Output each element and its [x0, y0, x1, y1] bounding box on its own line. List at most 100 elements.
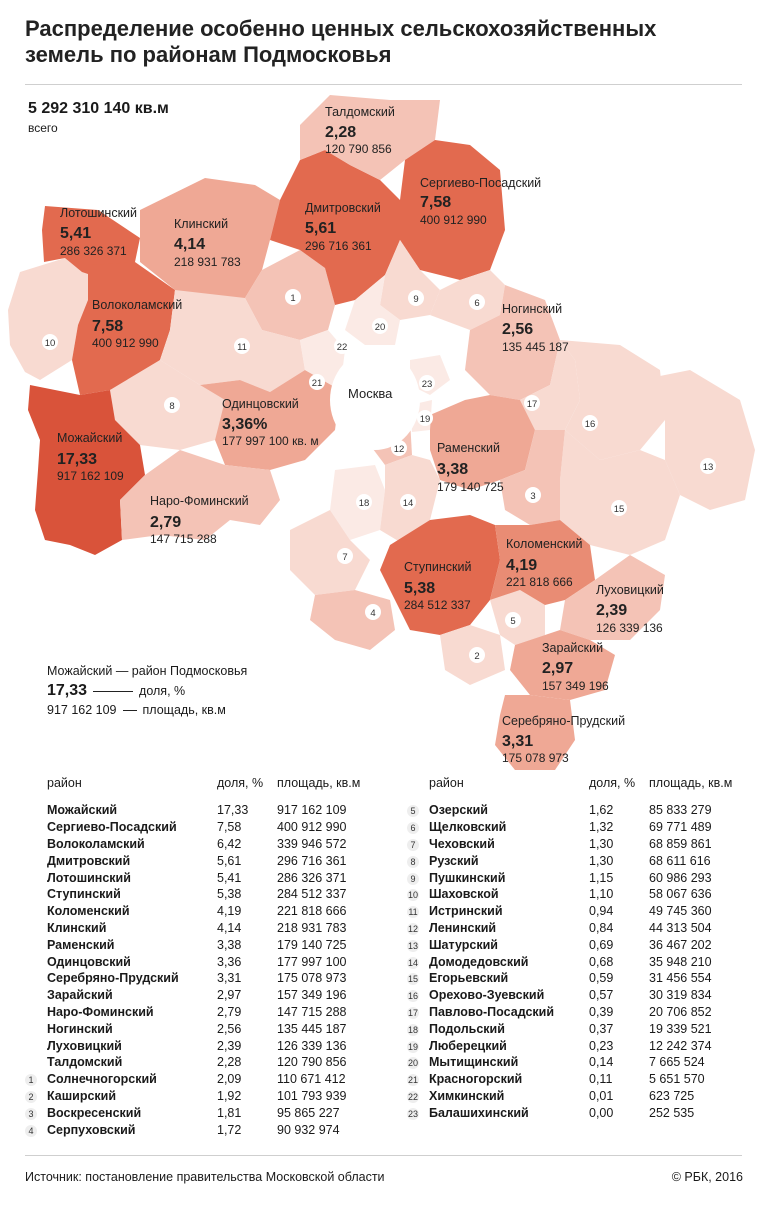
row-share: 0,57	[589, 988, 614, 1003]
table-row: Лотошинский 5,41 286 326 371	[25, 869, 387, 886]
district-stupinsky	[380, 515, 500, 635]
svg-text:12: 12	[394, 444, 405, 455]
table-row: 18 Подольский 0,37 19 339 521	[407, 1020, 759, 1037]
row-district-name: Озерский	[429, 803, 488, 818]
title-divider	[25, 84, 742, 85]
table-row: 5 Озерский 1,62 85 833 279	[407, 802, 759, 819]
row-share: 0,39	[589, 1004, 614, 1019]
row-index: 19	[407, 1037, 429, 1054]
table-row: 11 Истринский 0,94 49 745 360	[407, 903, 759, 920]
map-label-share: 17,33	[57, 451, 97, 468]
map-number-marker: 14	[400, 494, 416, 510]
map-label-name: Талдомский	[325, 105, 395, 119]
svg-text:17: 17	[527, 399, 538, 410]
map-label-share: 5,41	[60, 225, 91, 242]
map-number-markers: 1 2 3 4 5 6 7 8 9 10 11 12 13 14 15 16 1…	[42, 289, 716, 663]
map-label-area: 400 912 990	[92, 336, 159, 350]
table-row: 23 Балашихинский 0,00 252 535	[407, 1104, 759, 1121]
row-area: 101 793 939	[277, 1088, 347, 1103]
row-district-name: Можайский	[47, 803, 118, 818]
row-area: 95 865 227	[277, 1105, 340, 1120]
row-district-name: Химкинский	[429, 1088, 505, 1103]
row-index: 13	[407, 936, 429, 953]
map-number-marker: 5	[505, 612, 521, 628]
row-index: 14	[407, 953, 429, 970]
row-share: 0,14	[589, 1055, 614, 1070]
map-number-marker: 6	[469, 294, 485, 310]
total-label: всего	[28, 121, 58, 135]
table-left: район доля, % площадь, кв.м Можайский 17,…	[25, 776, 387, 1138]
map-label-name: Лотошинский	[60, 206, 137, 220]
row-share: 5,38	[217, 887, 242, 902]
row-index-badge: 20	[407, 1057, 419, 1070]
row-index: 5	[407, 802, 429, 819]
row-area: 49 745 360	[649, 904, 712, 919]
row-area: 296 716 361	[277, 853, 347, 868]
source-note: Источник: постановление правительства Мо…	[25, 1170, 385, 1184]
map-label-name: Раменский	[437, 441, 500, 455]
table-row: Раменский 3,38 179 140 725	[25, 936, 387, 953]
row-district-name: Наро-Фоминский	[47, 1004, 154, 1019]
map-number-marker: 11	[234, 338, 250, 354]
row-area: 36 467 202	[649, 937, 712, 952]
row-share: 0,01	[589, 1088, 614, 1103]
row-index	[25, 1020, 47, 1037]
row-index-badge: 14	[407, 956, 419, 969]
row-index: 12	[407, 920, 429, 937]
copyright: © РБК, 2016	[671, 1170, 743, 1184]
table-row: 13 Шатурский 0,69 36 467 202	[407, 936, 759, 953]
map-number-marker: 18	[356, 494, 372, 510]
row-share: 3,31	[217, 971, 242, 986]
row-area: 20 706 852	[649, 1004, 712, 1019]
row-district-name: Воскресенский	[47, 1105, 142, 1120]
row-index: 7	[407, 836, 429, 853]
table-right: район доля, % площадь, кв.м 5 Озерский 1,6…	[407, 776, 759, 1121]
row-area: 218 931 783	[277, 920, 347, 935]
row-index: 15	[407, 970, 429, 987]
svg-text:22: 22	[337, 342, 348, 353]
svg-text:20: 20	[375, 322, 386, 333]
svg-text:16: 16	[585, 419, 596, 430]
row-share: 2,39	[217, 1038, 242, 1053]
table-row: 3 Воскресенский 1,81 95 865 227	[25, 1104, 387, 1121]
row-district-name: Мытищинский	[429, 1055, 519, 1070]
svg-text:8: 8	[169, 401, 174, 412]
row-index	[25, 987, 47, 1004]
map-label-name: Сергиево-Посадский	[420, 176, 541, 190]
district-egorevsky	[560, 430, 680, 555]
row-area: 110 671 412	[277, 1072, 346, 1087]
map-label-area: 135 445 187	[502, 340, 569, 354]
map-number-marker: 1	[285, 289, 301, 305]
row-share: 1,92	[217, 1088, 242, 1103]
row-area: 68 859 861	[649, 836, 712, 851]
district-dmitrovsky	[270, 150, 400, 305]
row-share: 3,36	[217, 954, 242, 969]
row-share: 6,42	[217, 836, 242, 851]
row-index-badge: 9	[407, 872, 419, 885]
column-header-share: доля, %	[589, 776, 636, 790]
row-index	[25, 836, 47, 853]
row-index-badge: 8	[407, 855, 419, 868]
table-row: Зарайский 2,97 157 349 196	[25, 987, 387, 1004]
row-index	[25, 802, 47, 819]
district-kolomensky	[490, 520, 595, 605]
row-index: 23	[407, 1104, 429, 1121]
row-area: 5 651 570	[649, 1072, 705, 1087]
row-district-name: Волоколамский	[47, 836, 145, 851]
map-label-name: Серебряно-Прудский	[502, 714, 625, 728]
district-shakhovskoy	[8, 258, 90, 380]
row-district-name: Талдомский	[47, 1055, 123, 1070]
total-area: 5 292 310 140 кв.м	[28, 100, 169, 117]
table-row: Можайский 17,33 917 162 109	[25, 802, 387, 819]
row-share: 0,84	[589, 920, 614, 935]
row-index: 8	[407, 852, 429, 869]
map-label-area: 400 912 990	[420, 213, 487, 227]
table-row: 12 Ленинский 0,84 44 313 504	[407, 920, 759, 937]
row-share: 1,30	[589, 836, 614, 851]
map-label-name: Можайский	[57, 431, 122, 445]
table-row: 14 Домодедовский 0,68 35 948 210	[407, 953, 759, 970]
row-share: 2,09	[217, 1072, 242, 1087]
map-number-marker: 7	[337, 548, 353, 564]
district-volokolamsky	[72, 262, 175, 395]
row-share: 3,38	[217, 937, 242, 952]
